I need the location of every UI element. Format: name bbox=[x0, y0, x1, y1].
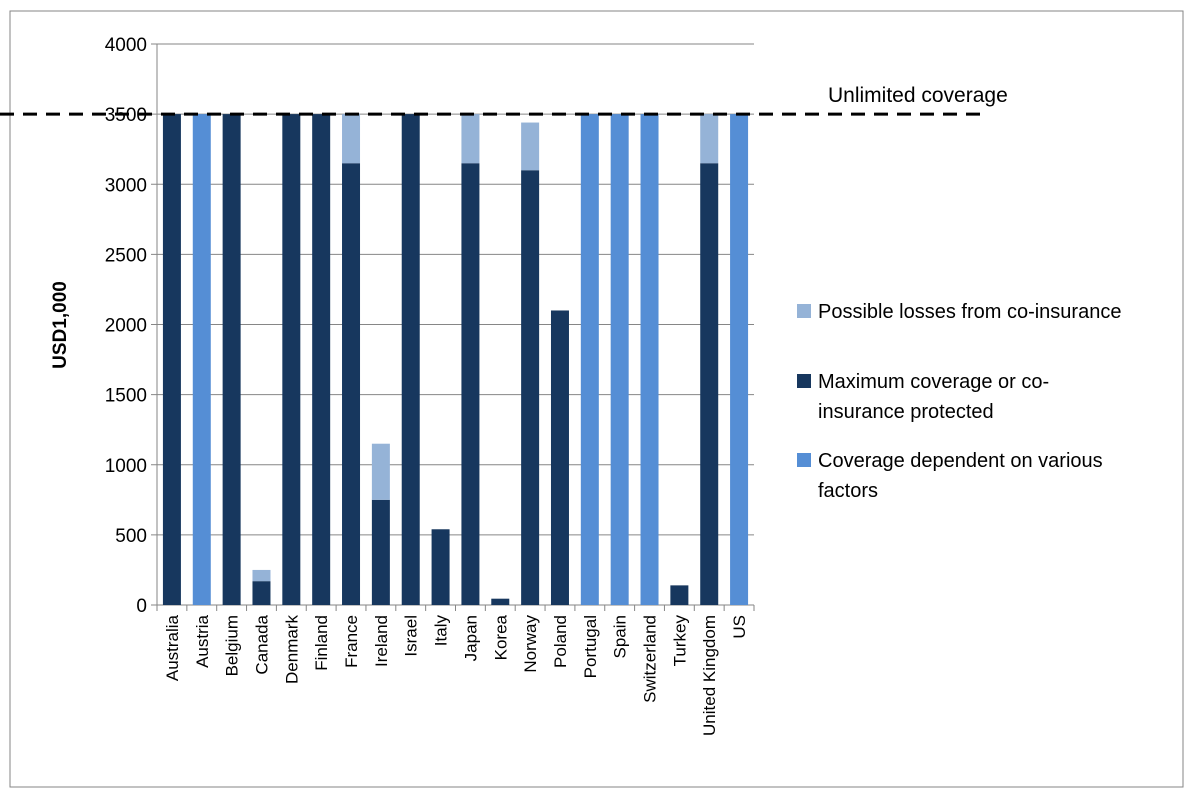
bar-segment bbox=[461, 163, 480, 605]
reference-line-group: Unlimited coverage bbox=[0, 84, 1008, 116]
x-tick-label: Australia bbox=[163, 614, 182, 681]
bar-segment bbox=[670, 585, 689, 605]
y-axis-label: USD1,000 bbox=[50, 281, 71, 369]
legend-label: factors bbox=[818, 480, 878, 502]
x-tick-label: Ireland bbox=[372, 615, 391, 667]
y-tick-label: 1500 bbox=[105, 386, 147, 407]
y-tick-label: 3000 bbox=[105, 175, 147, 196]
bar-segment bbox=[342, 163, 361, 605]
bar-segment bbox=[431, 529, 450, 605]
x-tick-label: Norway bbox=[521, 615, 540, 673]
legend-swatch bbox=[797, 453, 811, 467]
legend-swatch bbox=[797, 374, 811, 388]
x-tick-label: Italy bbox=[432, 615, 451, 647]
bar-segment bbox=[162, 114, 181, 605]
bars bbox=[162, 114, 749, 605]
x-tick-label: United Kingdom bbox=[700, 615, 719, 736]
x-tick-label: Korea bbox=[491, 614, 510, 660]
legend-label: Maximum coverage or co- bbox=[818, 371, 1049, 393]
x-tick-label: Belgium bbox=[223, 615, 242, 676]
x-axis-ticks: Australia Austria Belgium Canada Denmark Finl… bbox=[156, 605, 755, 736]
x-tick-label: Switzerland bbox=[641, 615, 660, 703]
bar-segment bbox=[491, 598, 510, 605]
x-tick-label: Finland bbox=[312, 615, 331, 671]
bar-segment bbox=[521, 170, 540, 605]
bar-segment bbox=[192, 114, 211, 605]
x-tick-label: Canada bbox=[252, 614, 271, 674]
bar-segment bbox=[580, 114, 599, 605]
bar-segment bbox=[252, 569, 271, 582]
bar-segment bbox=[282, 114, 301, 605]
bar-segment bbox=[252, 581, 271, 605]
bar-segment bbox=[401, 114, 420, 605]
bar-segment bbox=[700, 114, 719, 164]
bar-segment bbox=[461, 114, 480, 164]
legend-label: insurance protected bbox=[818, 401, 994, 423]
y-axis-ticks: 05001000150020002500300035004000 bbox=[105, 35, 157, 617]
legend-label: Coverage dependent on various bbox=[818, 450, 1103, 472]
x-tick-label: Israel bbox=[402, 615, 421, 657]
bar-segment bbox=[550, 310, 569, 605]
y-tick-label: 2500 bbox=[105, 245, 147, 266]
y-tick-label: 500 bbox=[115, 526, 147, 547]
bar-segment bbox=[640, 114, 659, 605]
y-tick-label: 4000 bbox=[105, 35, 147, 56]
bar-segment bbox=[700, 163, 719, 605]
legend: Possible losses from co-insurance Maximum… bbox=[797, 301, 1121, 502]
y-tick-label: 1000 bbox=[105, 456, 147, 477]
x-tick-label: Turkey bbox=[670, 615, 689, 667]
bar-segment bbox=[342, 114, 361, 164]
x-tick-label: Portugal bbox=[581, 615, 600, 678]
x-tick-label: Austria bbox=[193, 614, 212, 667]
x-tick-label: France bbox=[342, 615, 361, 668]
bar-segment bbox=[730, 114, 749, 605]
bar-segment bbox=[222, 114, 241, 605]
x-tick-label: Spain bbox=[611, 615, 630, 658]
bar-segment bbox=[610, 114, 629, 605]
x-tick-label: Japan bbox=[461, 615, 480, 661]
y-tick-label: 2000 bbox=[105, 316, 147, 337]
legend-swatch bbox=[797, 304, 811, 318]
x-tick-label: US bbox=[730, 615, 749, 639]
x-tick-label: Poland bbox=[551, 615, 570, 668]
bar-segment bbox=[521, 122, 540, 171]
legend-label: Possible losses from co-insurance bbox=[818, 301, 1121, 323]
y-tick-label: 0 bbox=[136, 596, 147, 617]
unlimited-coverage-label: Unlimited coverage bbox=[828, 84, 1008, 107]
bar-segment bbox=[371, 443, 390, 500]
bar-segment bbox=[312, 114, 331, 605]
bar-segment bbox=[371, 499, 390, 605]
x-tick-label: Denmark bbox=[282, 615, 301, 684]
